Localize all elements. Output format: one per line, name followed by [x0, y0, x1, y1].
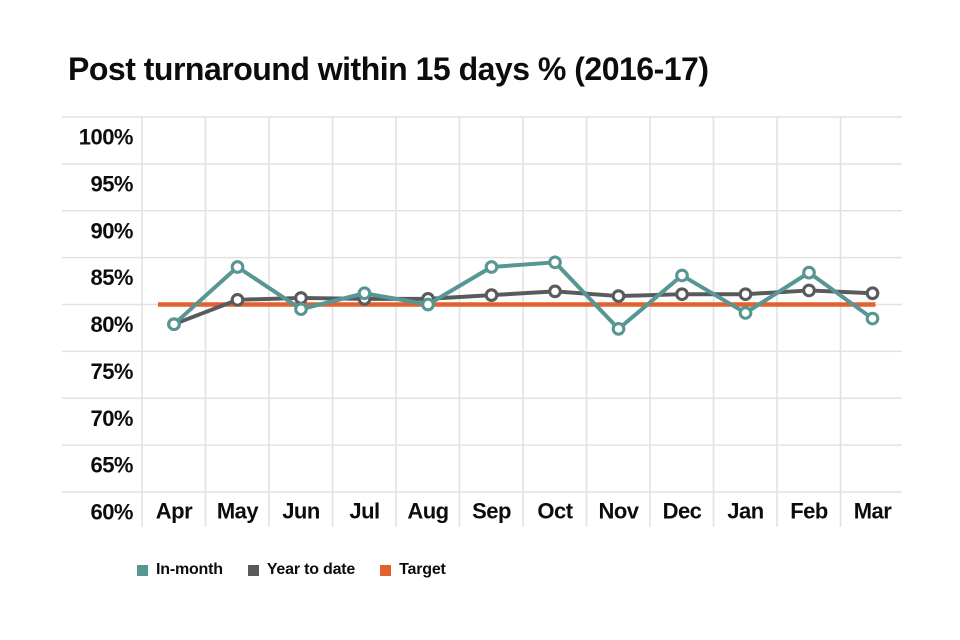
chart-legend: In-month Year to date Target: [137, 561, 446, 579]
x-tick-label: Aug: [407, 499, 448, 524]
data-point-in-month: [675, 268, 689, 283]
data-point-year-to-date: [294, 291, 308, 305]
y-tick-label: 65%: [90, 453, 133, 478]
data-point-year-to-date: [738, 287, 753, 302]
data-point-year-to-date: [484, 288, 499, 302]
data-point-in-month: [230, 260, 245, 274]
data-point-in-month: [484, 260, 499, 274]
y-tick-label: 70%: [90, 406, 133, 431]
legend-item-year-to-date: Year to date: [247, 561, 356, 579]
x-tick-label: Jul: [349, 499, 379, 524]
y-tick-label: 100%: [79, 125, 133, 150]
x-tick-label: Apr: [156, 499, 193, 524]
data-point-year-to-date: [611, 289, 626, 303]
x-tick-label: Dec: [663, 499, 702, 524]
y-tick-label: 75%: [90, 359, 133, 384]
data-point-in-month: [802, 265, 816, 280]
y-tick-label: 85%: [90, 265, 133, 290]
x-tick-label: Oct: [537, 499, 573, 524]
x-tick-label: Jan: [727, 499, 763, 524]
data-point-in-month: [865, 311, 880, 326]
x-tick-label: May: [217, 499, 260, 524]
data-point-year-to-date: [802, 283, 816, 298]
legend-item-in-month: In-month: [137, 561, 223, 579]
x-tick-label: Sep: [472, 499, 511, 524]
y-tick-label: 95%: [90, 171, 133, 196]
data-point-year-to-date: [548, 284, 562, 299]
year-to-date-swatch-icon: [247, 564, 259, 576]
chart-title: Post turnaround within 15 days % (2016-1…: [68, 51, 709, 87]
data-point-in-month: [738, 306, 753, 320]
data-point-in-month: [357, 286, 372, 301]
data-point-in-month: [611, 322, 626, 336]
data-point-year-to-date: [865, 286, 880, 301]
data-point-in-month: [421, 297, 435, 312]
x-tick-label: Nov: [598, 499, 639, 524]
x-tick-label: Mar: [854, 499, 893, 524]
y-tick-label: 80%: [90, 312, 133, 337]
in-month-swatch-icon: [137, 564, 148, 576]
data-point-year-to-date: [230, 292, 245, 307]
data-point-year-to-date: [675, 287, 689, 302]
data-point-in-month: [294, 302, 308, 317]
x-tick-label: Feb: [790, 499, 828, 524]
data-point-in-month: [167, 317, 181, 332]
y-tick-label: 90%: [90, 218, 133, 243]
legend-label-year-to-date: Year to date: [266, 561, 356, 578]
legend-label-target: Target: [399, 561, 446, 578]
series-line-in-month: [172, 260, 875, 331]
data-point-in-month: [548, 255, 562, 270]
legend-label-in-month: In-month: [156, 561, 223, 578]
x-tick-label: Jun: [282, 499, 320, 524]
series-line-year-to-date: [172, 288, 875, 327]
legend-item-target: Target: [380, 561, 446, 579]
y-tick-label: 60%: [90, 500, 133, 525]
target-swatch-icon: [380, 564, 392, 576]
